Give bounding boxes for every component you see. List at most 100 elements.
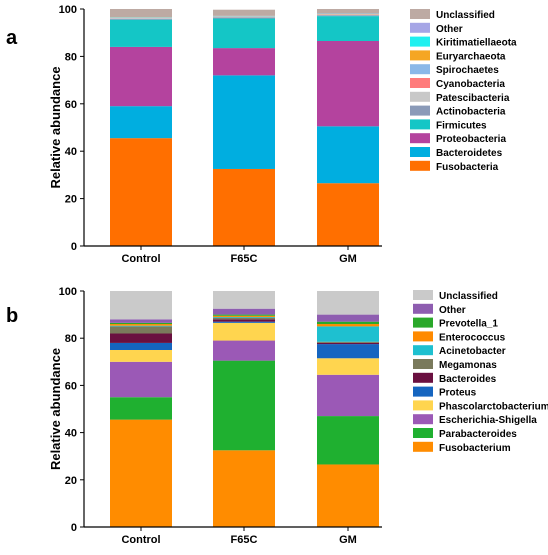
bar-segment — [317, 16, 379, 41]
bar-segment — [110, 420, 172, 527]
legend-label: Actinobacteria — [436, 107, 506, 118]
bar-segment — [213, 323, 275, 341]
legend-label: Bacteroides — [439, 374, 497, 385]
legend-label: Parabacteroides — [439, 429, 517, 440]
y-tick-label: 80 — [65, 51, 77, 63]
legend-swatch — [410, 37, 430, 47]
y-tick-label: 0 — [71, 522, 77, 534]
legend-swatch — [410, 133, 430, 143]
bar-segment — [213, 361, 275, 451]
bar-segment — [317, 183, 379, 246]
bar-segment — [213, 316, 275, 317]
bar-segment — [213, 318, 275, 320]
legend-label: Other — [436, 24, 463, 35]
legend-label: Euryarchaeota — [436, 51, 506, 62]
legend-label: Patescibacteria — [436, 93, 510, 104]
legend-label: Enterococcus — [439, 332, 506, 343]
legend-swatch — [410, 50, 430, 60]
x-tick-label: Control — [121, 534, 160, 546]
panel-label: b — [6, 305, 18, 327]
legend-swatch — [413, 373, 433, 383]
bar-segment — [213, 18, 275, 48]
legend-label: Firmicutes — [436, 120, 487, 131]
bar-segment — [110, 20, 172, 47]
bar-segment — [317, 343, 379, 344]
bar-segment — [317, 416, 379, 464]
y-tick-label: 60 — [65, 380, 77, 392]
legend-swatch — [413, 290, 433, 300]
y-tick-label: 0 — [71, 241, 77, 253]
y-tick-label: 60 — [65, 99, 77, 111]
legend-label: Cyanobacteria — [436, 79, 505, 90]
legend-label: Escherichia-Shigella — [439, 415, 537, 426]
bar-segment — [317, 291, 379, 315]
bar-segment — [110, 397, 172, 419]
x-tick-label: Control — [121, 253, 160, 265]
bar-segment — [213, 169, 275, 246]
bar-segment — [213, 315, 275, 316]
bar-segment — [110, 350, 172, 362]
bar-segment — [317, 358, 379, 375]
bar-segment — [213, 341, 275, 361]
bar-segment — [317, 9, 379, 14]
legend-label: Megamonas — [439, 360, 497, 371]
legend-swatch — [413, 345, 433, 355]
bar-segment — [110, 343, 172, 350]
bar-segment — [213, 10, 275, 16]
y-tick-label: 100 — [59, 286, 77, 298]
legend-swatch — [413, 400, 433, 410]
legend-label: Phascolarctobacterium — [439, 401, 548, 412]
bar-segment — [213, 291, 275, 309]
legend-swatch — [410, 23, 430, 33]
legend-swatch — [410, 64, 430, 74]
bar-segment — [110, 333, 172, 342]
legend-label: Acinetobacter — [439, 346, 506, 357]
bar-segment — [110, 319, 172, 323]
bar-segment — [213, 18, 275, 19]
y-tick-label: 20 — [65, 194, 77, 206]
bar-segment — [110, 291, 172, 319]
legend-label: Unclassified — [439, 291, 498, 302]
legend-label: Unclassified — [436, 10, 495, 21]
legend-label: Other — [439, 305, 466, 316]
y-tick-label: 100 — [59, 4, 77, 16]
bar-segment — [110, 324, 172, 326]
bar-segment — [110, 47, 172, 106]
bar-segment — [317, 126, 379, 183]
legend-label: Bacteroidetes — [436, 148, 503, 159]
bar-segment — [110, 106, 172, 138]
bar-segment — [110, 9, 172, 17]
x-tick-label: GM — [339, 534, 357, 546]
bar-segment — [317, 375, 379, 416]
bar-segment — [317, 15, 379, 16]
legend-swatch — [410, 92, 430, 102]
y-tick-label: 40 — [65, 146, 77, 158]
legend-label: Fusobacteria — [436, 162, 499, 173]
y-axis-label: Relative abundance — [48, 348, 63, 470]
bar-segment — [317, 324, 379, 326]
legend-swatch — [413, 414, 433, 424]
legend-swatch — [410, 119, 430, 129]
legend-label: Spirochaetes — [436, 65, 499, 76]
legend-swatch — [410, 78, 430, 88]
bar-segment — [110, 326, 172, 327]
bar-segment — [317, 322, 379, 324]
legend-swatch — [410, 106, 430, 116]
bar-segment — [317, 41, 379, 126]
legend-label: Prevotella_1 — [439, 319, 498, 330]
bar-segment — [213, 75, 275, 169]
legend-swatch — [413, 387, 433, 397]
legend-swatch — [410, 147, 430, 157]
legend-label: Proteus — [439, 388, 477, 399]
bar-segment — [110, 19, 172, 20]
bar-segment — [110, 362, 172, 397]
bar-segment — [317, 464, 379, 527]
bar-segment — [213, 309, 275, 315]
bar-segment — [317, 344, 379, 358]
legend-swatch — [410, 161, 430, 171]
legend-swatch — [410, 9, 430, 19]
legend-label: Kiritimatiellaeota — [436, 38, 517, 49]
